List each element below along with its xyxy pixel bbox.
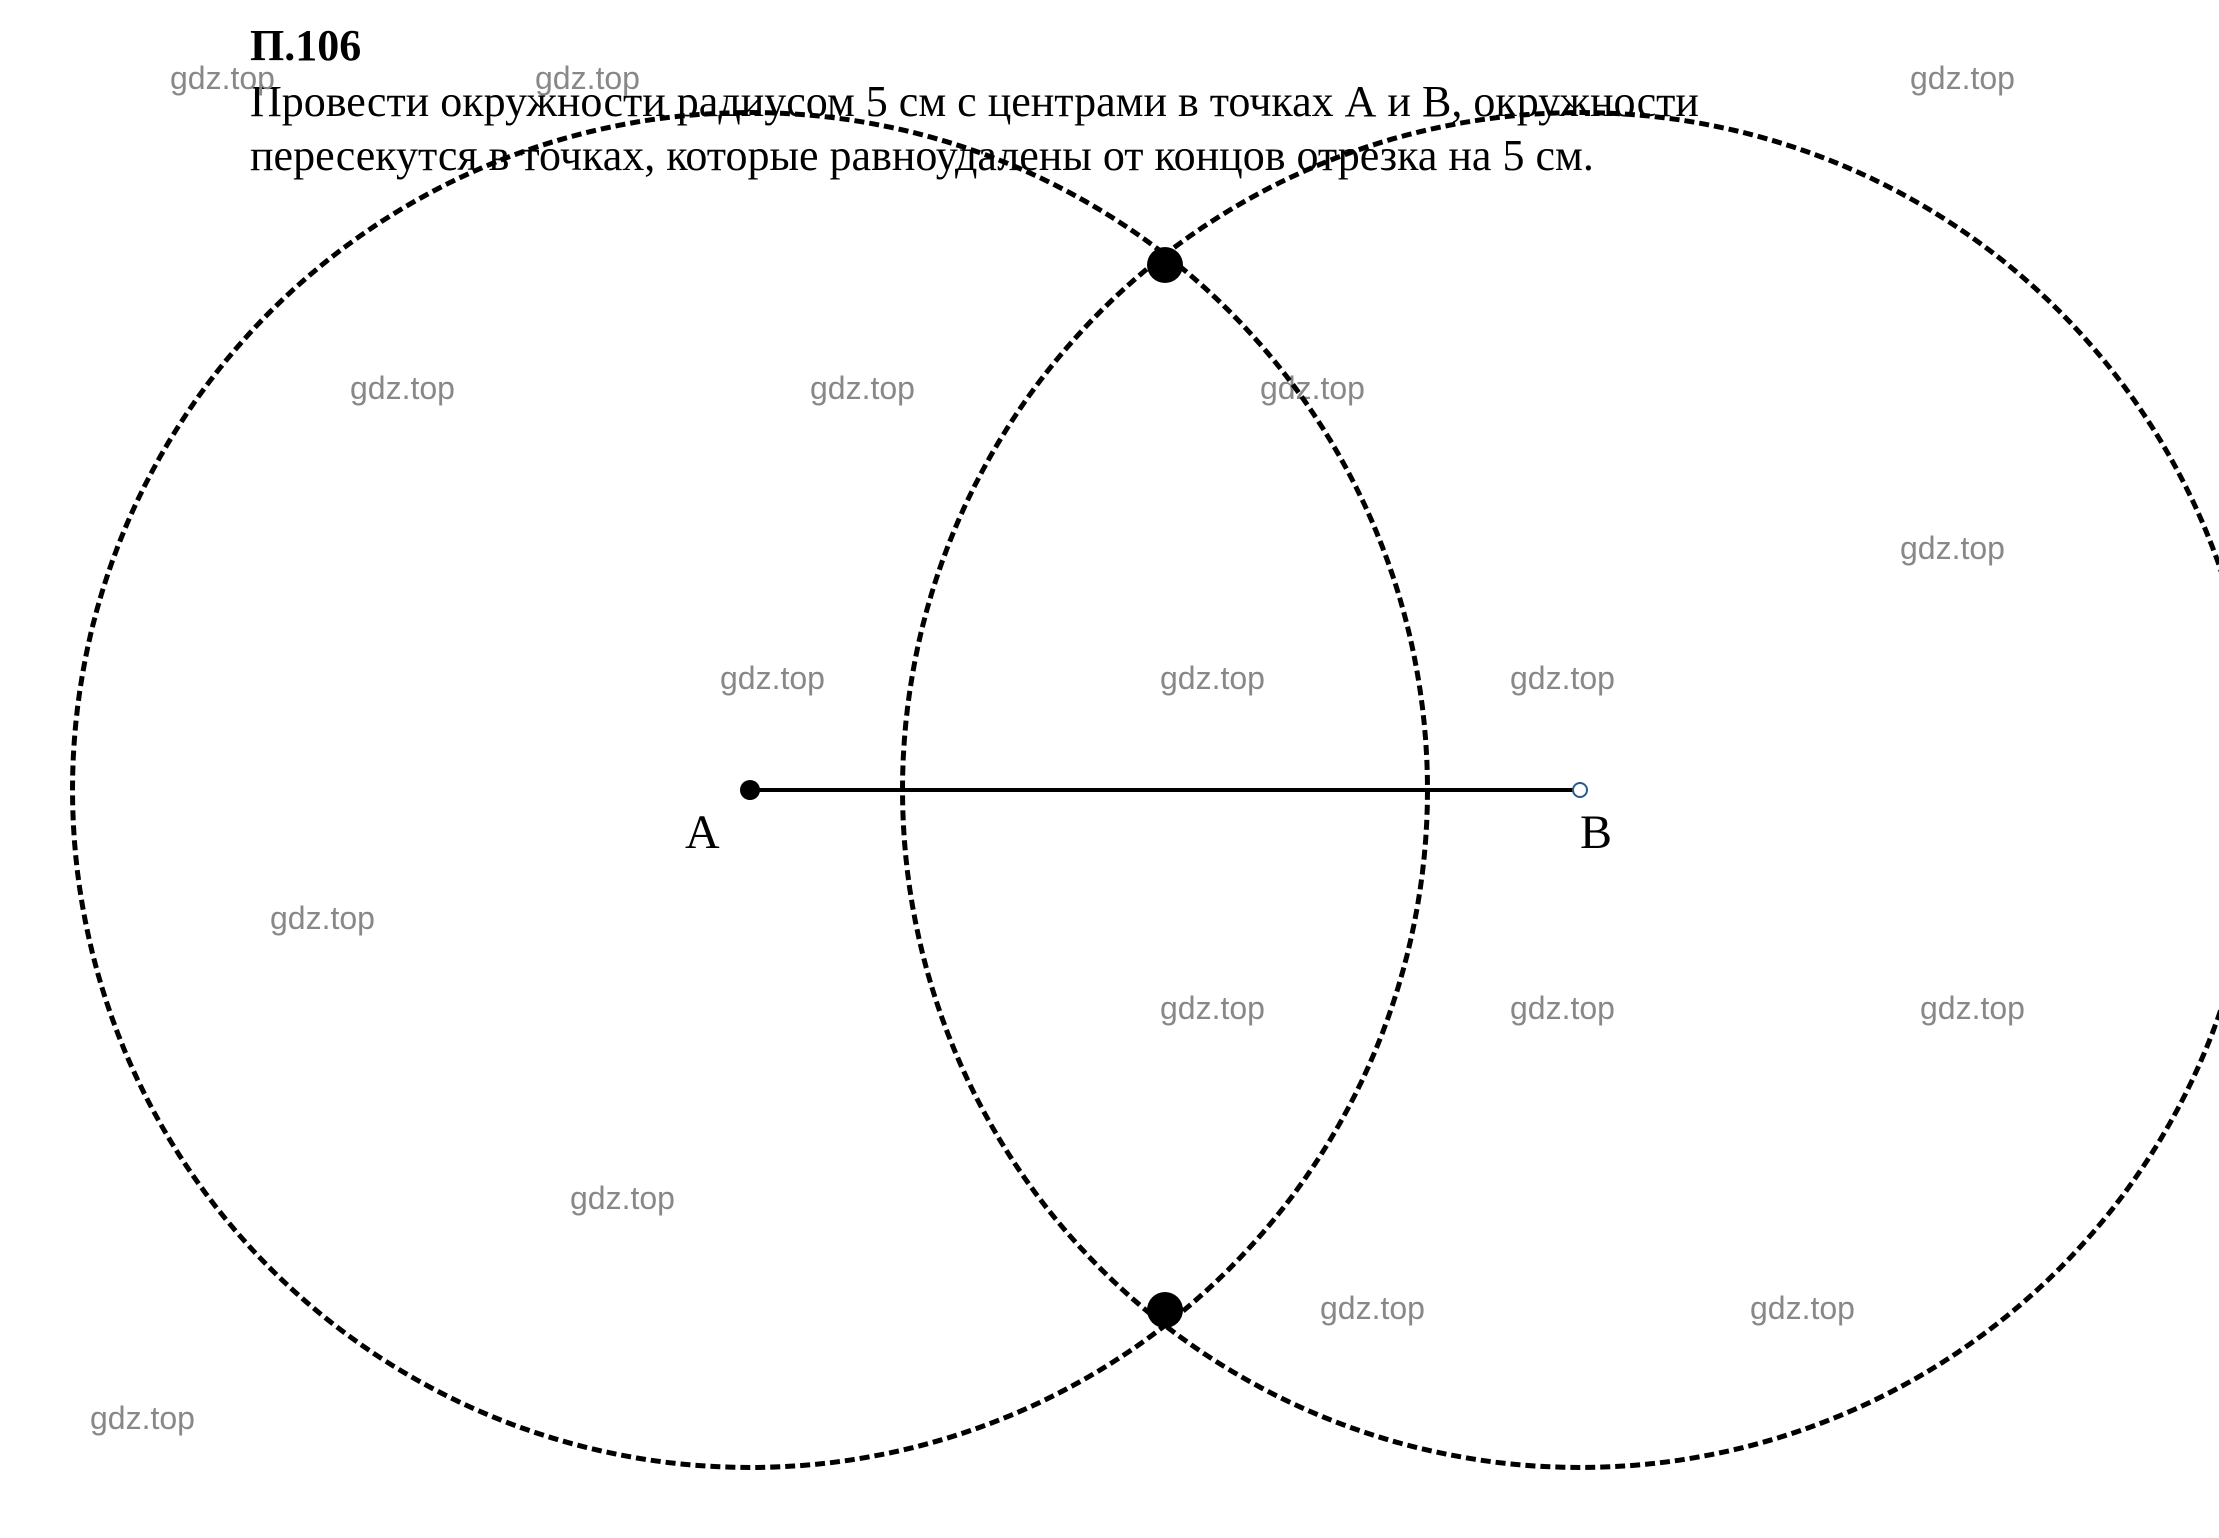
- watermark-2: gdz.top: [1910, 60, 2015, 97]
- intersection-bottom-point: [1147, 1292, 1183, 1328]
- geometry-diagram: А В: [40, 220, 2180, 1520]
- point-a: [740, 780, 760, 800]
- watermark-1: gdz.top: [535, 60, 640, 97]
- watermark-0: gdz.top: [170, 60, 275, 97]
- segment-ab: [750, 788, 1580, 792]
- intersection-top-point: [1147, 247, 1183, 283]
- label-b: В: [1580, 805, 1612, 860]
- label-a: А: [685, 805, 720, 860]
- point-b: [1572, 782, 1588, 798]
